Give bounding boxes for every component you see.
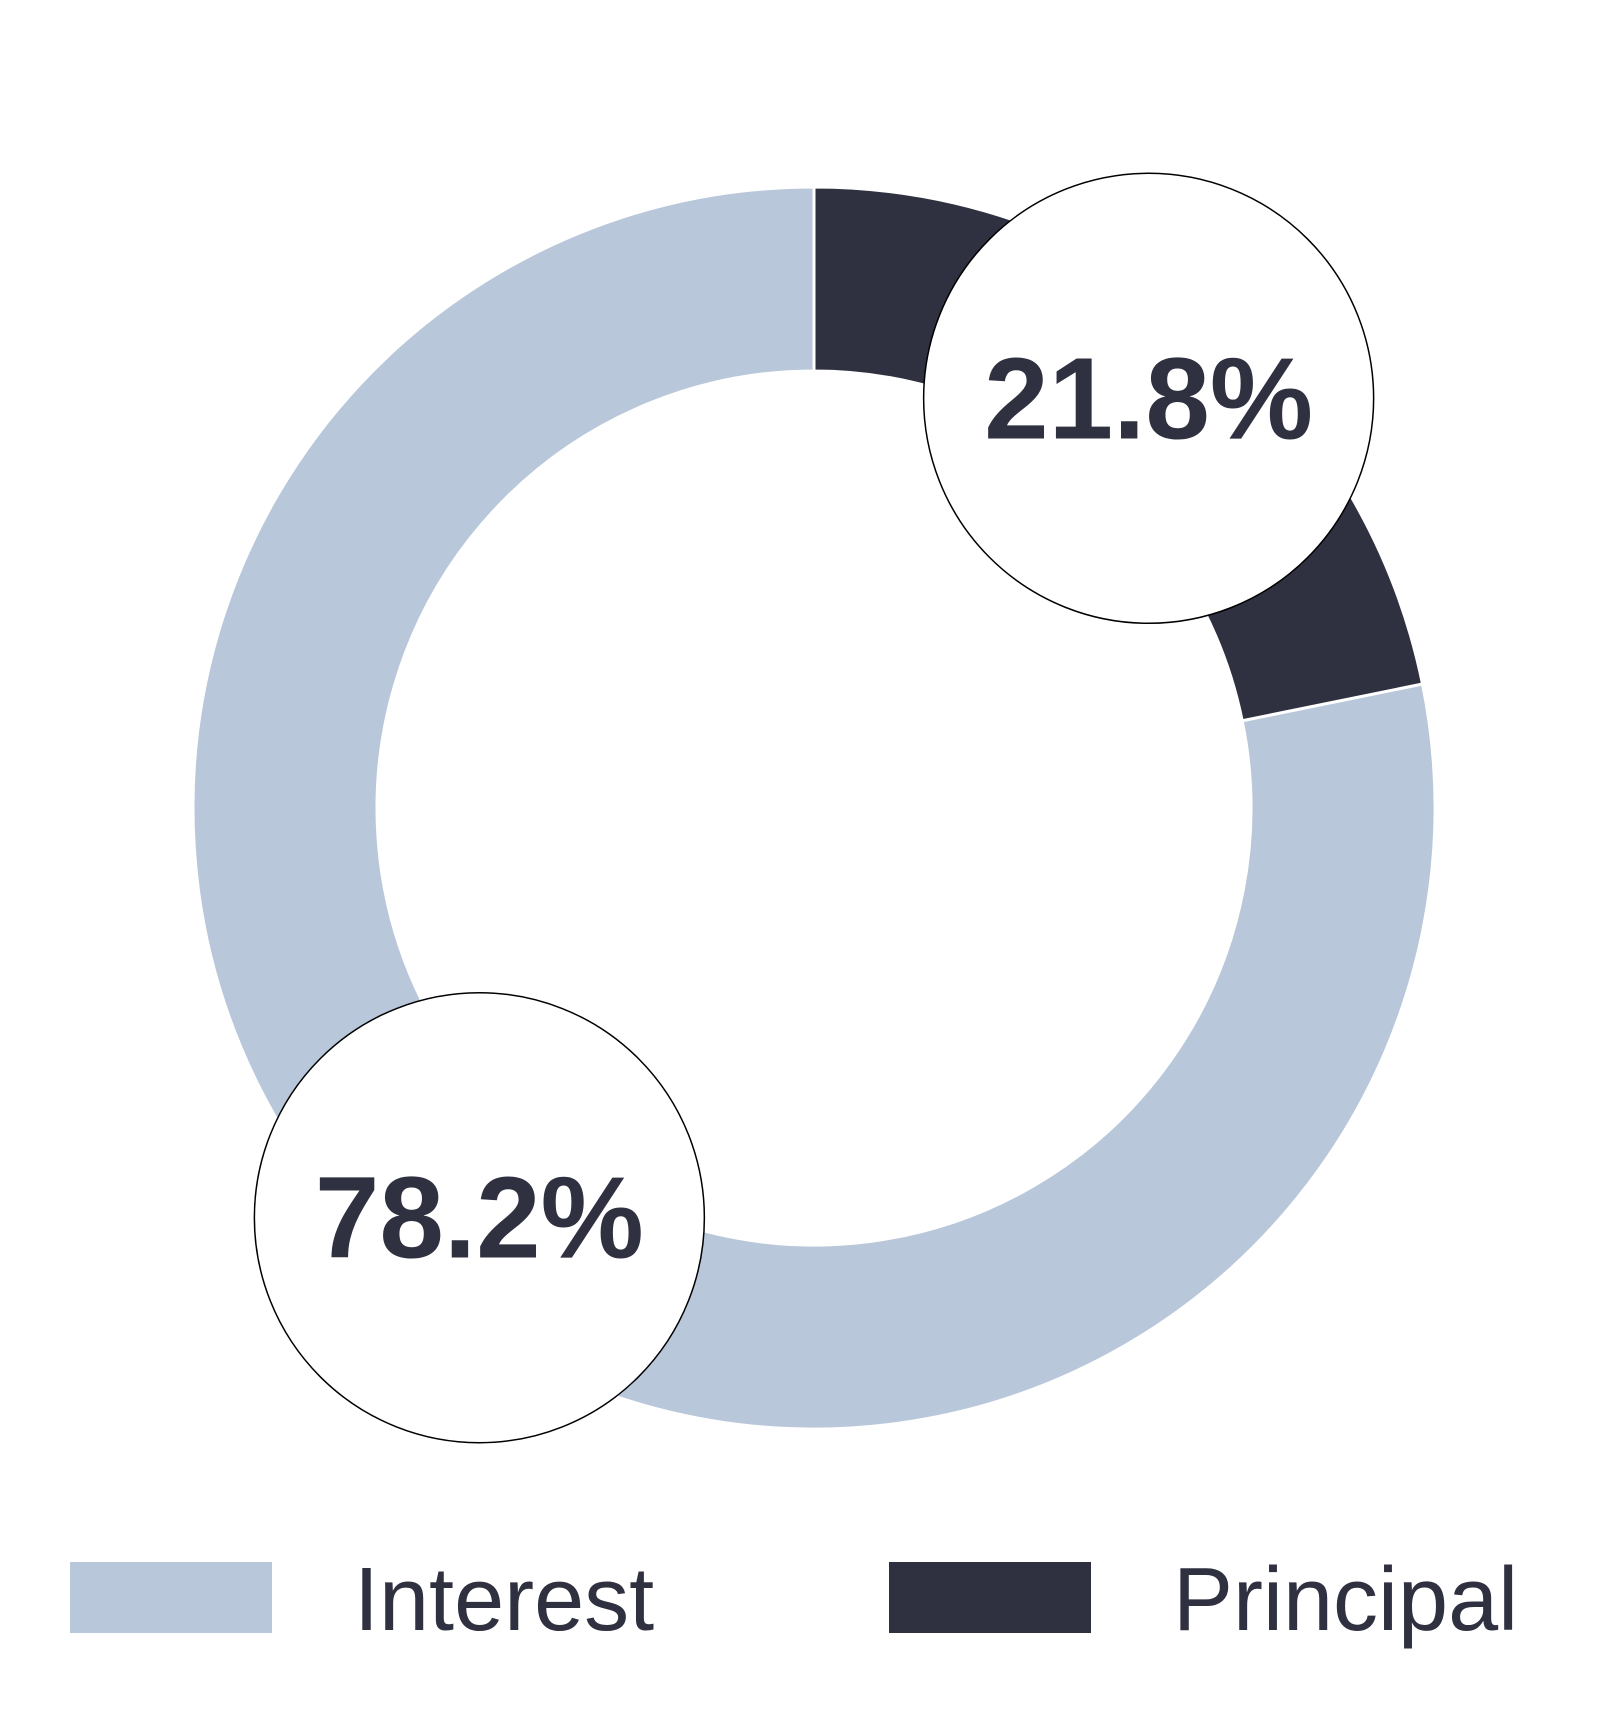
value-label: 21.8% — [984, 333, 1313, 463]
legend-swatch — [889, 1562, 1091, 1633]
legend-label: Principal — [1173, 1550, 1518, 1650]
legend-label: Interest — [354, 1550, 654, 1650]
legend-swatch — [70, 1562, 272, 1633]
label-bubble — [253, 991, 706, 1444]
value-label: 78.2% — [315, 1153, 644, 1283]
label-bubble — [922, 172, 1375, 625]
